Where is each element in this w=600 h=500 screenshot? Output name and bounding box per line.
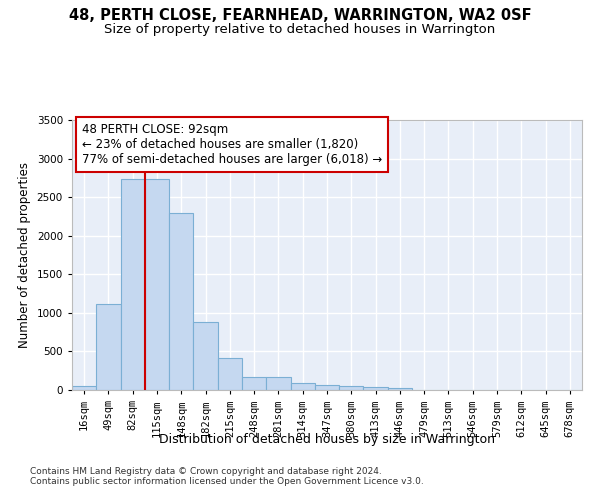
Bar: [364, 388, 388, 390]
Text: Contains HM Land Registry data © Crown copyright and database right 2024.: Contains HM Land Registry data © Crown c…: [30, 467, 382, 476]
Text: Size of property relative to detached houses in Warrington: Size of property relative to detached ho…: [104, 22, 496, 36]
Bar: [121, 178, 145, 390]
Bar: [193, 322, 218, 390]
Text: Distribution of detached houses by size in Warrington: Distribution of detached houses by size …: [159, 432, 495, 446]
Bar: [218, 358, 242, 390]
Bar: [388, 388, 412, 390]
Bar: [169, 212, 193, 390]
Text: 48 PERTH CLOSE: 92sqm
← 23% of detached houses are smaller (1,820)
77% of semi-d: 48 PERTH CLOSE: 92sqm ← 23% of detached …: [82, 122, 382, 166]
Text: 48, PERTH CLOSE, FEARNHEAD, WARRINGTON, WA2 0SF: 48, PERTH CLOSE, FEARNHEAD, WARRINGTON, …: [68, 8, 532, 22]
Bar: [290, 383, 315, 390]
Bar: [266, 378, 290, 390]
Bar: [339, 386, 364, 390]
Bar: [96, 304, 121, 390]
Bar: [145, 178, 169, 390]
Text: Contains public sector information licensed under the Open Government Licence v3: Contains public sector information licen…: [30, 477, 424, 486]
Bar: [242, 376, 266, 390]
Bar: [72, 386, 96, 390]
Y-axis label: Number of detached properties: Number of detached properties: [18, 162, 31, 348]
Bar: [315, 386, 339, 390]
